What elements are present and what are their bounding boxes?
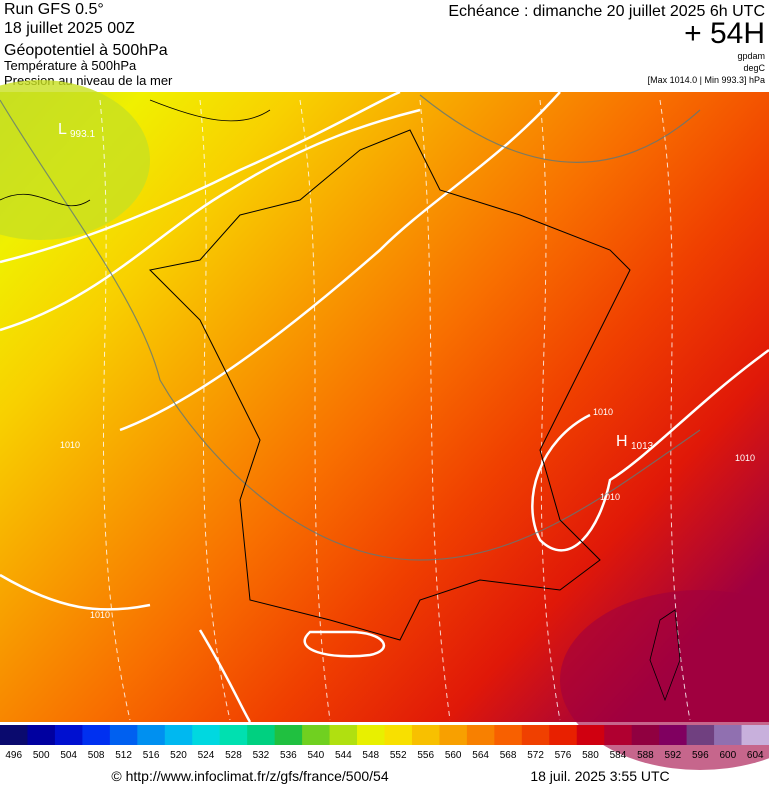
field: Température à 500hPa — [4, 58, 137, 73]
scale-label: 524 — [198, 750, 215, 761]
scale-cell — [329, 725, 358, 745]
scale-label: 532 — [253, 750, 270, 761]
scale-cell — [576, 725, 605, 745]
scale-label: 496 — [5, 750, 22, 761]
scale-cell — [192, 725, 221, 745]
lead-time: + 54H — [684, 17, 765, 50]
scale-label: 528 — [225, 750, 242, 761]
scale-cell — [302, 725, 331, 745]
scale-label: 604 — [747, 750, 764, 761]
scale-label: 536 — [280, 750, 297, 761]
source-url: © http://www.infoclimat.fr/z/gfs/france/… — [111, 768, 388, 784]
isobars — [0, 90, 769, 723]
scale-label: 540 — [307, 750, 324, 761]
scale-label: 500 — [33, 750, 50, 761]
isobar-label: 1010 — [600, 492, 620, 502]
scale-label: 512 — [115, 750, 132, 761]
run: 18 juillet 2025 00Z — [4, 20, 135, 37]
scale-cell — [164, 725, 193, 745]
unit: gpdam — [737, 51, 765, 61]
isobar-label: 1010 — [60, 440, 80, 450]
scale-cell — [384, 725, 413, 745]
scale-cell — [411, 725, 440, 745]
timestamp: 18 juil. 2025 3:55 UTC — [530, 768, 669, 784]
scale-label: 544 — [335, 750, 352, 761]
scale-cell — [714, 725, 743, 745]
scale-label: 552 — [390, 750, 407, 761]
scale-cell — [549, 725, 578, 745]
isobar-label: 1010 — [593, 407, 613, 417]
scale-label: 568 — [500, 750, 517, 761]
isobar-label: 1010 — [735, 453, 755, 463]
unit: degC — [743, 63, 765, 73]
scale-cell — [659, 725, 688, 745]
coastline — [0, 99, 271, 207]
field: Géopotentiel à 500hPa — [4, 42, 168, 59]
scale-cell — [109, 725, 138, 745]
scale-cell — [439, 725, 468, 745]
forecast: Echéance : dimanche 20 juillet 2025 6h U… — [448, 3, 765, 20]
scale-cell — [137, 725, 166, 745]
scale-label: 580 — [582, 750, 599, 761]
scale-cell — [521, 725, 550, 745]
scale-label: 516 — [143, 750, 160, 761]
scale-cell — [357, 725, 385, 745]
scale-label: 596 — [692, 750, 709, 761]
scale-cell — [466, 725, 495, 745]
extremes: [Max 1014.0 | Min 993.3] hPa — [648, 75, 765, 85]
field-area — [0, 80, 150, 240]
scale-cell — [0, 725, 28, 745]
field-area — [560, 590, 769, 770]
map: L 993.1 H 1013 1010 1010 1010 1010 1010 — [0, 80, 769, 770]
isobar-label: 1010 — [90, 610, 110, 620]
color-scale: 496 500 504 508 512 516 520 524 528 532 536 540 544 5… — [0, 725, 769, 761]
scale-label: 564 — [472, 750, 489, 761]
scale-label: 548 — [362, 750, 379, 761]
scale-label: 584 — [610, 750, 627, 761]
scale-label: 504 — [60, 750, 77, 761]
scale-cell — [219, 725, 248, 745]
scale-cell — [274, 725, 303, 745]
scale-cell — [27, 725, 56, 745]
scale-cell — [631, 725, 660, 745]
scale-label: 556 — [417, 750, 434, 761]
france-outline — [148, 129, 631, 641]
scale-cell — [54, 725, 83, 745]
scale-label: 520 — [170, 750, 187, 761]
geopotential-lines — [0, 94, 701, 561]
scale-cell — [686, 725, 715, 745]
scale-label: 572 — [527, 750, 544, 761]
scale-label: 508 — [88, 750, 105, 761]
high-symbol: H — [616, 433, 628, 450]
scale-cell — [494, 725, 523, 745]
scale-cell — [82, 725, 111, 745]
scale-label: 560 — [445, 750, 462, 761]
scale-cell — [741, 725, 769, 745]
title: Run GFS 0.5° — [4, 1, 104, 18]
scale-label: 588 — [637, 750, 654, 761]
scale-label: 592 — [665, 750, 682, 761]
scale-label: 600 — [719, 750, 736, 761]
scale-cell — [247, 725, 276, 745]
low-symbol: L — [58, 121, 67, 138]
scale-label: 576 — [555, 750, 572, 761]
high-value: 1013 — [631, 441, 654, 452]
isotherms — [99, 99, 691, 721]
scale-cell — [604, 725, 633, 745]
corsica — [649, 609, 681, 702]
low-value: 993.1 — [70, 129, 95, 140]
